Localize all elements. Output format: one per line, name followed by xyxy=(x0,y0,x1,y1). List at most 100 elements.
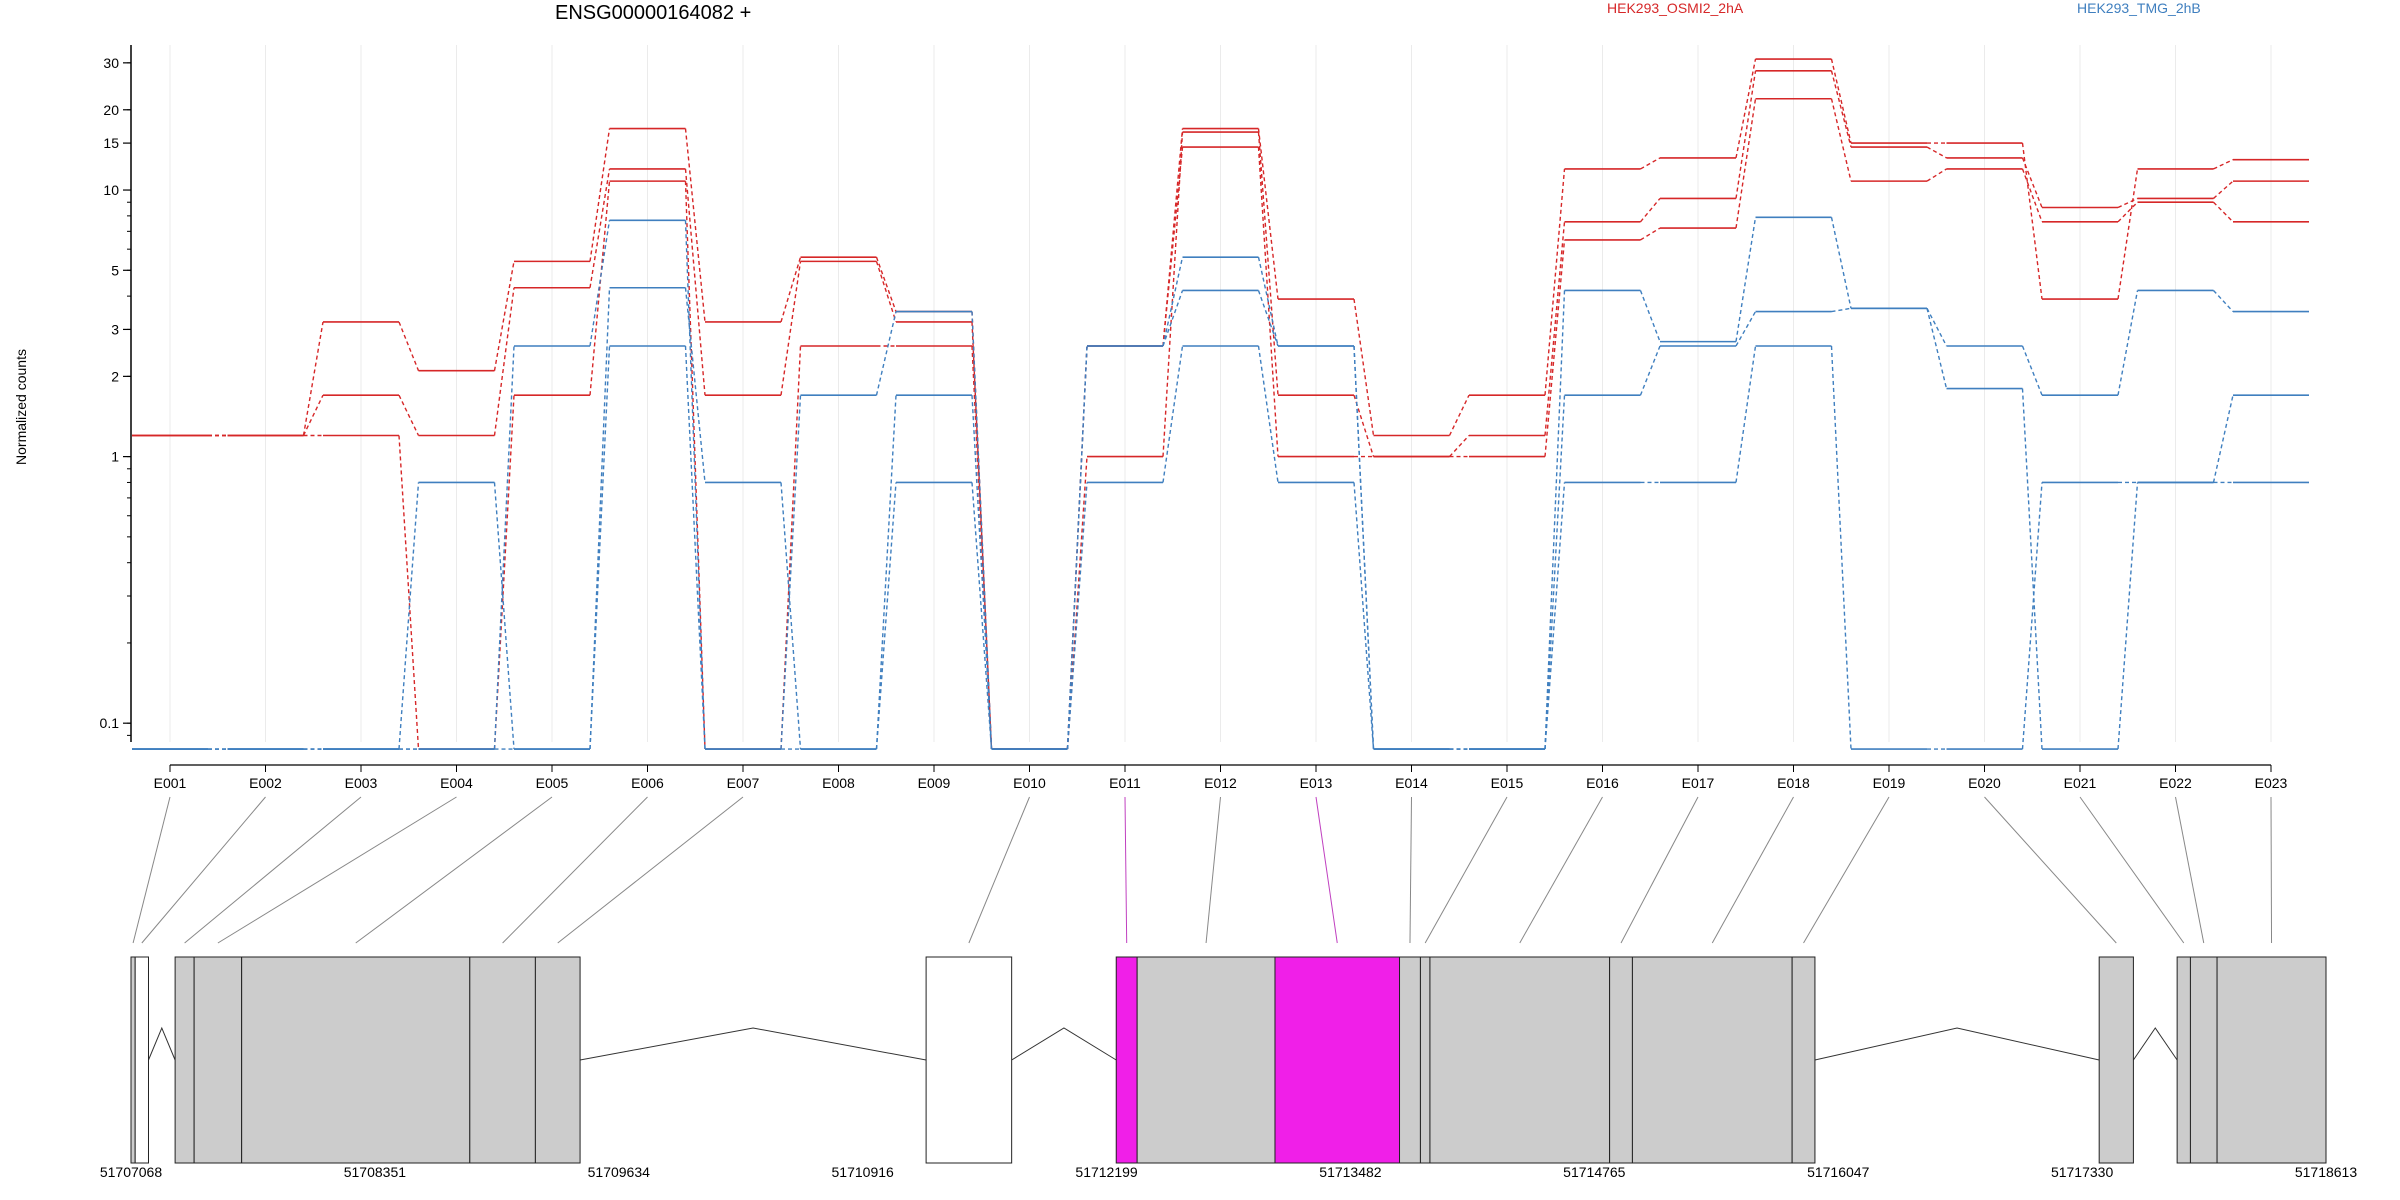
exon-box xyxy=(1136,956,1276,1164)
x-tick-label: E003 xyxy=(345,775,378,791)
series-connector xyxy=(1353,345,1375,750)
y-tick-label: 30 xyxy=(103,55,119,71)
series-connector xyxy=(684,181,706,750)
series-connector xyxy=(589,181,611,396)
exon-connector xyxy=(2175,796,2205,944)
series-connector xyxy=(1830,70,1852,148)
series-connector xyxy=(684,128,706,323)
exon-connector xyxy=(502,796,648,944)
series-connector xyxy=(2117,201,2138,223)
intron-line xyxy=(148,1026,176,1061)
series-connector xyxy=(493,261,515,371)
series-connector xyxy=(2021,168,2043,223)
exon-box xyxy=(2189,956,2218,1164)
exon-connector xyxy=(1205,796,1221,944)
x-tick-label: E014 xyxy=(1395,775,1428,791)
series-connector xyxy=(2021,482,2043,750)
exon-box xyxy=(1419,956,1431,1164)
series-connector xyxy=(1257,128,1279,300)
series-connector xyxy=(1066,482,1088,750)
series-connector xyxy=(398,482,420,750)
x-tick-label: E016 xyxy=(1586,775,1619,791)
exon-box xyxy=(925,956,1013,1164)
x-tick-label: E011 xyxy=(1109,775,1141,791)
exon-box xyxy=(2176,956,2191,1164)
series-connector xyxy=(2117,482,2139,750)
series-connector xyxy=(780,482,802,750)
exon-connector xyxy=(141,796,266,944)
series-connector xyxy=(1735,98,1757,229)
x-tick-label: E007 xyxy=(727,775,760,791)
y-tick-label: 1 xyxy=(111,449,119,465)
series-connector xyxy=(1066,345,1088,750)
y-tick-label: 20 xyxy=(103,102,119,118)
genome-tick-label: 51713482 xyxy=(1319,1164,1382,1180)
series-connector xyxy=(589,128,611,262)
series-connector xyxy=(1639,197,1661,223)
x-tick-label: E019 xyxy=(1873,775,1906,791)
exon-box xyxy=(1399,956,1421,1164)
series-connector xyxy=(493,345,515,750)
genome-tick-label: 51718613 xyxy=(2295,1164,2358,1180)
y-tick-label: 15 xyxy=(103,135,119,151)
exon-box xyxy=(2216,956,2327,1164)
exon-connector xyxy=(1803,796,1890,944)
series-connector xyxy=(684,345,706,750)
exon-box xyxy=(534,956,581,1164)
genome-tick-label: 51708351 xyxy=(344,1164,407,1180)
x-tick-label: E009 xyxy=(918,775,951,791)
exon-box xyxy=(1429,956,1611,1164)
series-connector xyxy=(493,287,515,436)
exon-connector xyxy=(1519,796,1603,944)
series-connector xyxy=(2117,197,2138,209)
series-connector xyxy=(1257,290,1279,347)
series-connector xyxy=(875,482,897,750)
series-connector xyxy=(1735,58,1757,159)
exon-connector xyxy=(1984,796,2117,944)
exon-connector xyxy=(1424,796,1508,944)
series-connector xyxy=(780,345,802,750)
series-connector xyxy=(589,220,611,347)
series-connector xyxy=(1066,345,1088,750)
series-connector xyxy=(2021,345,2043,396)
series-connector xyxy=(1926,308,1948,389)
series-connector xyxy=(1735,70,1757,199)
exon-connector xyxy=(355,796,553,944)
exon-connector xyxy=(132,796,171,944)
series-connector xyxy=(398,394,420,436)
series-connector xyxy=(1640,157,1661,170)
series-connector xyxy=(1831,307,1852,313)
series-connector xyxy=(589,168,611,288)
exon-connector xyxy=(2270,796,2273,944)
series-connector xyxy=(1830,58,1852,144)
x-tick-label: E013 xyxy=(1300,775,1333,791)
series-connector xyxy=(875,395,897,750)
series-connector xyxy=(971,311,993,750)
legend-item-tmg: HEK293_TMG_2hB xyxy=(2077,0,2201,16)
x-tick-label: E005 xyxy=(536,775,569,791)
exon-connector xyxy=(1315,796,1338,944)
series-connector xyxy=(684,287,706,483)
series-connector xyxy=(1257,345,1279,483)
x-tick-label: E021 xyxy=(2064,775,2097,791)
series-connector xyxy=(2021,388,2043,750)
series-connector xyxy=(1162,132,1184,457)
x-tick-label: E012 xyxy=(1204,775,1237,791)
genome-tick-label: 51710916 xyxy=(832,1164,895,1180)
series-connector xyxy=(2117,168,2139,300)
x-tick-label: E015 xyxy=(1491,775,1524,791)
exon-connector xyxy=(1124,796,1128,944)
series-connector xyxy=(1735,345,1757,483)
series-connector xyxy=(1830,217,1852,309)
exon-connector xyxy=(557,796,744,944)
series-connector xyxy=(1353,345,1375,750)
exon-box xyxy=(1609,956,1633,1164)
genome-tick-label: 51717330 xyxy=(2051,1164,2114,1180)
series-connector xyxy=(1257,257,1279,347)
intron-line xyxy=(1011,1027,1117,1061)
x-tick-label: E004 xyxy=(440,775,473,791)
y-tick-label: 0.1 xyxy=(100,715,120,731)
series-connector xyxy=(2021,157,2043,208)
series-connector xyxy=(2213,201,2234,223)
